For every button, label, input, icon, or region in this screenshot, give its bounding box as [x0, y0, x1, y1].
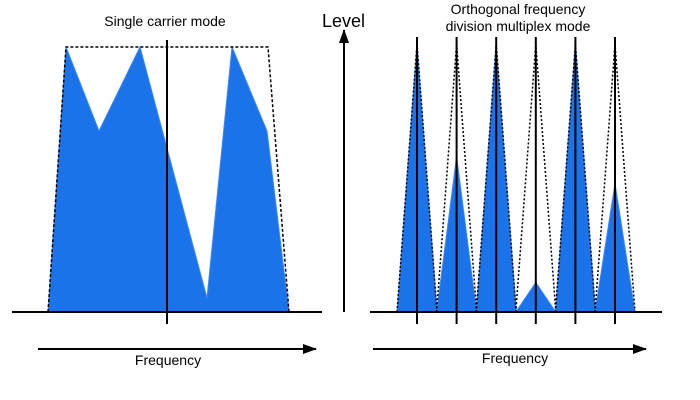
left-frequency-label: Frequency [135, 352, 201, 368]
single-carrier-title: Single carrier mode [104, 13, 226, 29]
ofdm-title-line2: division multiplex mode [446, 18, 591, 34]
ofdm-title-line1: Orthogonal frequency [451, 1, 586, 17]
level-axis: Level [322, 11, 365, 312]
single-carrier-spectrum [47, 45, 290, 313]
level-label: Level [322, 11, 365, 31]
single-carrier-panel: Single carrier mode Frequency [12, 13, 322, 368]
ofdm-panel: Orthogonal frequency division multiplex … [370, 1, 662, 366]
right-frequency-label: Frequency [482, 350, 548, 366]
subcarriers [396, 37, 636, 324]
